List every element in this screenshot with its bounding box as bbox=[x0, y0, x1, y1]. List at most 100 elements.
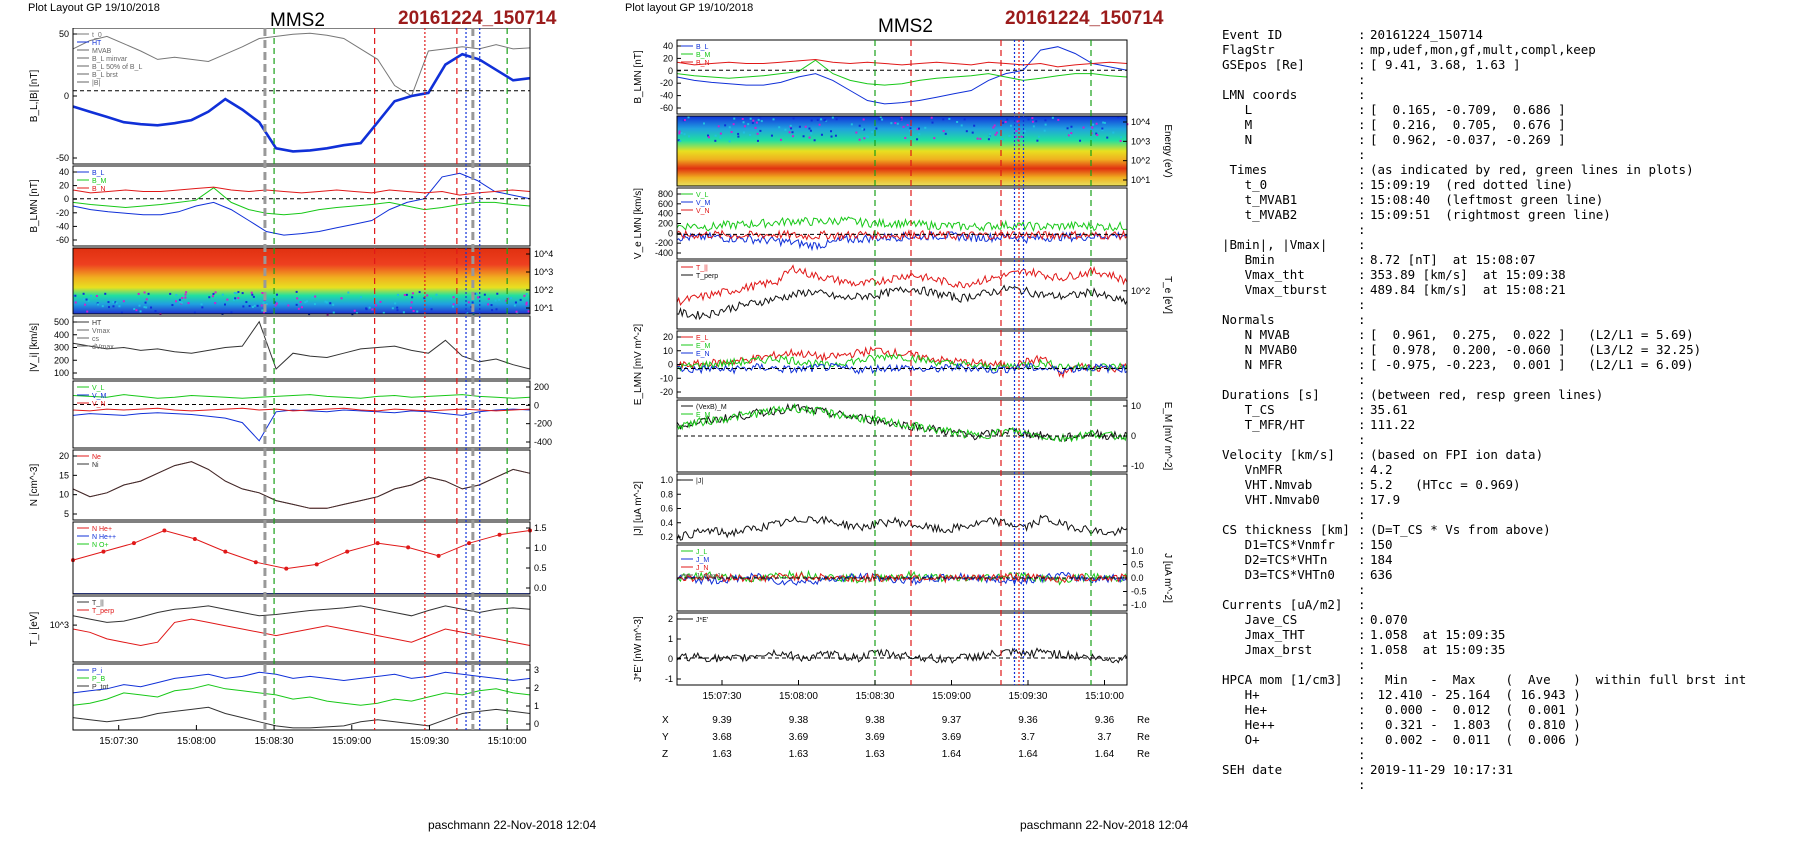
spectrogram-speck bbox=[145, 306, 148, 309]
spectrogram-speck bbox=[221, 293, 224, 296]
info-key: Normals bbox=[1222, 312, 1275, 327]
spectrogram-speck bbox=[373, 295, 376, 298]
axis-label: J*E' [nW m^-3] bbox=[633, 616, 644, 682]
spectrogram-speck bbox=[965, 130, 968, 133]
info-row: : bbox=[1222, 582, 1802, 597]
tick-label: 0 bbox=[534, 719, 539, 729]
info-key: Vmax_tht bbox=[1222, 267, 1305, 282]
spectrogram-speck bbox=[810, 119, 813, 122]
spectrogram-speck bbox=[741, 118, 744, 121]
info-value: 353.89 [km/s] at 15:09:38 bbox=[1370, 267, 1566, 282]
time-tick-label: 15:10:00 bbox=[488, 736, 527, 747]
position-unit: Re bbox=[1137, 715, 1150, 726]
time-tick-label: 15:09:00 bbox=[932, 691, 971, 702]
panel: 40 20 0 -20 -40 -60 B_LMN [nT] B_LB_MB_N bbox=[633, 39, 1128, 115]
tick-label: 200 bbox=[658, 219, 673, 229]
spectrogram-speck bbox=[185, 291, 188, 294]
legend-label: T_|| bbox=[696, 265, 708, 272]
series-line bbox=[72, 32, 531, 97]
legend-label: T_perp bbox=[696, 273, 718, 280]
info-row: N MVAB0: [ 0.978, 0.200, -0.060 ] (L3/L2 … bbox=[1222, 342, 1802, 357]
axis-label: T_i [eV] bbox=[29, 612, 40, 647]
series-line bbox=[72, 408, 531, 442]
series-line bbox=[72, 186, 531, 196]
spectrogram-speck bbox=[171, 304, 174, 307]
spectrogram-speck bbox=[1095, 132, 1098, 135]
spectrogram-speck bbox=[820, 133, 823, 136]
panel: 40 20 0 -20 -40 -60 B_LMN [nT] B_LB_MB_N bbox=[29, 165, 531, 247]
spectrogram-speck bbox=[1002, 121, 1005, 124]
info-separator: : bbox=[1358, 717, 1366, 732]
info-value: Min - Max ( Ave ) within full brst int bbox=[1370, 672, 1747, 687]
info-row: Jmax_brst:1.058 at 15:09:35 bbox=[1222, 642, 1802, 657]
spectrogram-speck bbox=[830, 130, 833, 133]
tick-label: 20 bbox=[663, 332, 673, 342]
spectrogram-speck bbox=[924, 126, 927, 129]
spectrogram-speck bbox=[274, 304, 277, 307]
info-separator: : bbox=[1358, 222, 1366, 237]
spectrogram-speck bbox=[754, 126, 757, 129]
info-separator: : bbox=[1358, 132, 1366, 147]
spectrogram-speck bbox=[306, 300, 309, 303]
spectrogram-speck bbox=[719, 136, 722, 139]
legend-label: HT bbox=[92, 40, 102, 47]
info-separator: : bbox=[1358, 162, 1366, 177]
legend-label: V_N bbox=[92, 401, 106, 408]
tick-label: 2 bbox=[668, 614, 673, 624]
data-point bbox=[131, 541, 136, 546]
spectrogram-speck bbox=[355, 312, 358, 315]
info-separator: : bbox=[1358, 582, 1366, 597]
spectrogram-speck bbox=[742, 131, 745, 134]
spectrogram-speck bbox=[749, 133, 752, 136]
spectrogram-speck bbox=[918, 133, 921, 136]
panel-frame bbox=[676, 473, 1128, 544]
tick-label: 10^2 bbox=[1131, 156, 1150, 166]
spectrogram-speck bbox=[87, 299, 90, 302]
position-value: 1.63 bbox=[865, 749, 885, 758]
data-point bbox=[192, 536, 197, 541]
info-row: T_CS:35.61 bbox=[1222, 402, 1802, 417]
spectrogram-speck bbox=[824, 118, 827, 121]
spectrogram-speck bbox=[466, 312, 469, 315]
legend-label: E_N bbox=[696, 351, 710, 358]
legend-label: (VexB)_M bbox=[696, 404, 727, 411]
info-value: [ 0.216, 0.705, 0.676 ] bbox=[1370, 117, 1566, 132]
spectrogram-speck bbox=[987, 138, 990, 141]
info-separator: : bbox=[1358, 312, 1366, 327]
spectrogram-speck bbox=[881, 118, 884, 121]
series-line bbox=[72, 52, 531, 153]
spectrogram-speck bbox=[178, 298, 181, 301]
spectrogram-speck bbox=[145, 298, 148, 301]
legend-label: B_M bbox=[92, 178, 107, 185]
panel: 1.0 0.8 0.6 0.4 0.2 |J| [uA m^-2] |J| bbox=[633, 473, 1128, 544]
data-point bbox=[375, 541, 380, 546]
info-separator: : bbox=[1358, 357, 1366, 372]
info-row: : bbox=[1222, 777, 1802, 792]
legend-label: t_0 bbox=[92, 32, 102, 39]
tick-label: 1.0 bbox=[534, 543, 547, 553]
series-line bbox=[72, 529, 531, 570]
spectrogram-speck bbox=[1079, 139, 1082, 142]
spectrogram-speck bbox=[513, 304, 516, 307]
tick-label: -10 bbox=[660, 373, 673, 383]
spectrogram-speck bbox=[250, 291, 253, 294]
spectrogram-speck bbox=[1031, 117, 1034, 120]
position-value: 9.36 bbox=[1095, 715, 1115, 726]
info-row: D3=TCS*VHTn0:636 bbox=[1222, 567, 1802, 582]
spectrogram-speck bbox=[452, 305, 455, 308]
series-line bbox=[676, 402, 1128, 443]
info-separator: : bbox=[1358, 732, 1366, 747]
spectrogram-speck bbox=[423, 297, 426, 300]
info-row: VHT.Nmvab:5.2 (HTcc = 0.969) bbox=[1222, 477, 1802, 492]
legend-label: B_L 50% of B_L bbox=[92, 64, 142, 71]
series-line bbox=[72, 461, 531, 509]
spectrogram-speck bbox=[1023, 130, 1026, 133]
legend-label: V_M bbox=[696, 200, 711, 207]
info-separator: : bbox=[1358, 417, 1366, 432]
spectrogram-speck bbox=[296, 297, 299, 300]
position-value: 1.63 bbox=[712, 749, 732, 758]
position-row-label: Y bbox=[662, 732, 669, 743]
